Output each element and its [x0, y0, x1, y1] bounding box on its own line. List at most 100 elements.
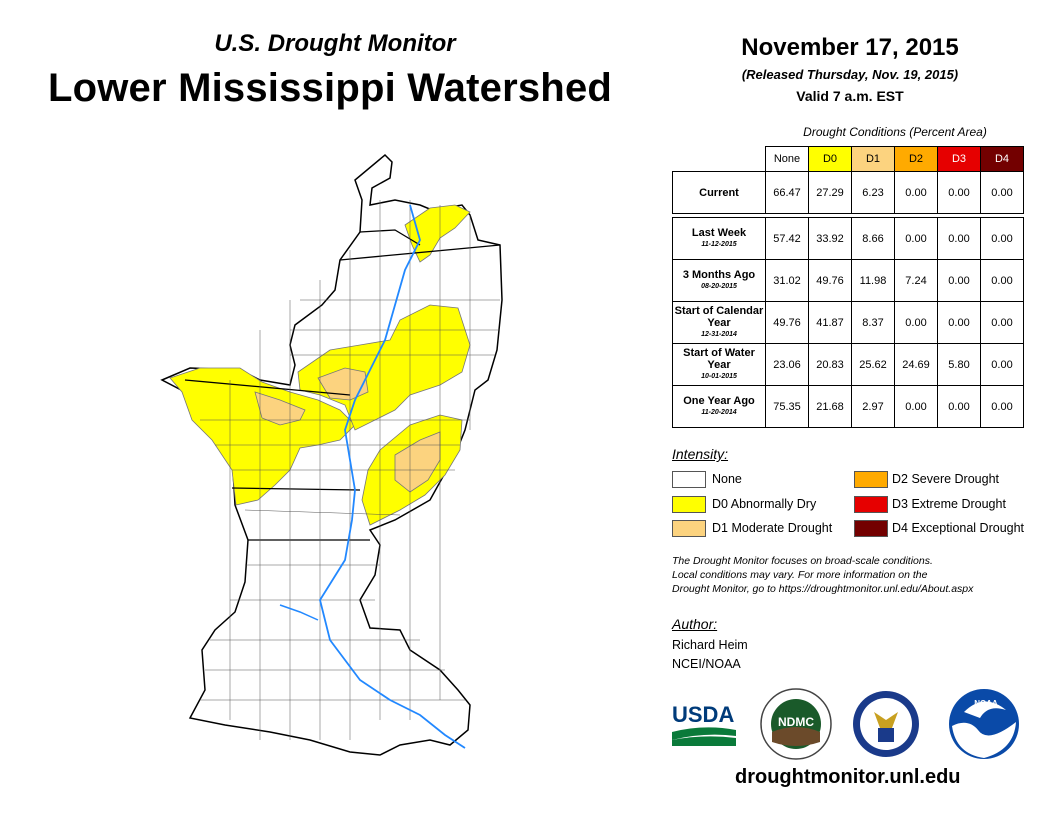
row-date: 11-12-2015: [701, 240, 737, 248]
noaa-logo-text: NOAA: [974, 699, 998, 708]
row-label-text: Start of Water Year: [683, 346, 755, 371]
map-title: Lower Mississippi Watershed: [47, 66, 613, 110]
table-cell: 75.35: [765, 385, 809, 428]
table-cell: 27.29: [808, 171, 852, 214]
row-label: Last Week 11-12-2015: [672, 217, 766, 260]
table-row: 3 Months Ago 08-20-2015 31.02 49.76 11.98 7.2…: [672, 259, 1024, 302]
drought-monitor-note: The Drought Monitor focuses on broad-sca…: [672, 554, 1042, 596]
table-cell: 24.69: [894, 343, 938, 386]
watershed-map: [160, 153, 503, 756]
table-row: Last Week 11-12-2015 57.42 33.92 8.66 0.00 0.0…: [672, 217, 1024, 260]
legend-label-d0: D0 Abnormally Dry: [712, 497, 817, 511]
row-label-text: Last Week: [691, 226, 747, 239]
table-cell: 23.06: [765, 343, 809, 386]
column-header-d1: D1: [851, 146, 895, 172]
legend-label-none: None: [712, 472, 742, 486]
table-cell: 0.00: [937, 301, 981, 344]
column-header-d4: D4: [980, 146, 1024, 172]
legend-swatch-d1: [672, 520, 706, 537]
table-cell: 25.62: [851, 343, 895, 386]
table-corner: [673, 147, 766, 172]
watershed-outline: [160, 153, 503, 756]
note-line-1: The Drought Monitor focuses on broad-sca…: [672, 555, 933, 567]
ndmc-logo: NDMC: [760, 688, 832, 760]
usda-logo-text: USDA: [672, 702, 734, 727]
table-row: Start of Calendar Year 12-31-2014 49.76 41.…: [672, 301, 1024, 344]
table-cell: 0.00: [980, 385, 1024, 428]
county-lines: [200, 200, 500, 740]
table-cell: 66.47: [765, 171, 809, 214]
legend-swatch-d3: [854, 496, 888, 513]
row-label-text: 3 Months Ago: [682, 268, 756, 281]
release-date: (Released Thursday, Nov. 19, 2015): [741, 67, 959, 82]
map-subtitle: U.S. Drought Monitor: [214, 30, 456, 57]
row-date: 08-20-2015: [701, 282, 737, 290]
row-label: 3 Months Ago 08-20-2015: [672, 259, 766, 302]
table-cell: 0.00: [980, 171, 1024, 214]
noaa-logo: NOAA: [949, 689, 1019, 759]
table-cell: 49.76: [765, 301, 809, 344]
drought-conditions-table: None D0 D1 D2 D3 D4 Current 66.47 27.29 6.2…: [672, 146, 1024, 428]
table-cell: 0.00: [894, 217, 938, 260]
table-cell: 8.37: [851, 301, 895, 344]
mississippi-river: [319, 204, 466, 749]
author-label: Author:: [672, 616, 718, 632]
table-cell: 0.00: [937, 217, 981, 260]
table-cell: 8.66: [851, 217, 895, 260]
row-date: 11-20-2014: [701, 408, 737, 416]
d1-area-central: [317, 367, 369, 401]
table-cell: 7.24: [894, 259, 938, 302]
table-cell: 0.00: [980, 217, 1024, 260]
red-river: [279, 604, 319, 621]
table-row: Current 66.47 27.29 6.23 0.00 0.00 0.00: [672, 171, 1024, 214]
row-label: Start of Calendar Year 12-31-2014: [672, 301, 766, 344]
row-date: 10-01-2015: [701, 372, 737, 380]
table-cell: 0.00: [980, 301, 1024, 344]
legend-swatch-d0: [672, 496, 706, 513]
table-cell: 0.00: [894, 171, 938, 214]
column-header-d2: D2: [894, 146, 938, 172]
table-cell: 11.98: [851, 259, 895, 302]
row-date: 12-31-2014: [701, 330, 737, 338]
row-label: One Year Ago 11-20-2014: [672, 385, 766, 428]
column-header-none: None: [765, 146, 809, 172]
legend-label-d3: D3 Extreme Drought: [892, 497, 1006, 511]
row-label-text: Start of Calendar Year: [674, 304, 764, 329]
table-cell: 31.02: [765, 259, 809, 302]
note-line-2: Local conditions may vary. For more info…: [672, 569, 928, 581]
usda-logo: USDA: [672, 702, 736, 746]
conditions-table-title: Drought Conditions (Percent Area): [803, 125, 987, 139]
row-label-text: One Year Ago: [683, 394, 755, 407]
table-cell: 0.00: [937, 259, 981, 302]
table-cell: 57.42: [765, 217, 809, 260]
table-cell: 41.87: [808, 301, 852, 344]
table-cell: 0.00: [894, 385, 938, 428]
author-org: NCEI/NOAA: [672, 657, 741, 671]
table-cell: 21.68: [808, 385, 852, 428]
table-cell: 0.00: [980, 343, 1024, 386]
column-header-d3: D3: [937, 146, 981, 172]
legend-swatch-d4: [854, 520, 888, 537]
website-url[interactable]: droughtmonitor.unl.edu: [735, 766, 961, 788]
valid-time: Valid 7 a.m. EST: [796, 88, 904, 104]
table-cell: 20.83: [808, 343, 852, 386]
table-cell: 5.80: [937, 343, 981, 386]
table-cell: 33.92: [808, 217, 852, 260]
ndmc-logo-text: NDMC: [778, 715, 814, 729]
table-cell: 0.00: [894, 301, 938, 344]
legend-label-d4: D4 Exceptional Drought: [892, 521, 1025, 535]
legend-label-d1: D1 Moderate Drought: [712, 521, 833, 535]
map-date: November 17, 2015: [741, 34, 959, 61]
legend-label-d2: D2 Severe Drought: [892, 472, 1000, 486]
table-row: One Year Ago 11-20-2014 75.35 21.68 2.97 0.00…: [672, 385, 1024, 428]
note-line-3: Drought Monitor, go to https://droughtmo…: [672, 583, 974, 595]
table-cell: 0.00: [937, 171, 981, 214]
table-cell: 6.23: [851, 171, 895, 214]
commerce-seal: [853, 691, 919, 757]
table-cell: 2.97: [851, 385, 895, 428]
table-row: Start of Water Year 10-01-2015 23.06 20.83 2…: [672, 343, 1024, 386]
legend-swatch-d2: [854, 471, 888, 488]
column-header-d0: D0: [808, 146, 852, 172]
row-label: Current: [672, 171, 766, 214]
table-cell: 0.00: [980, 259, 1024, 302]
